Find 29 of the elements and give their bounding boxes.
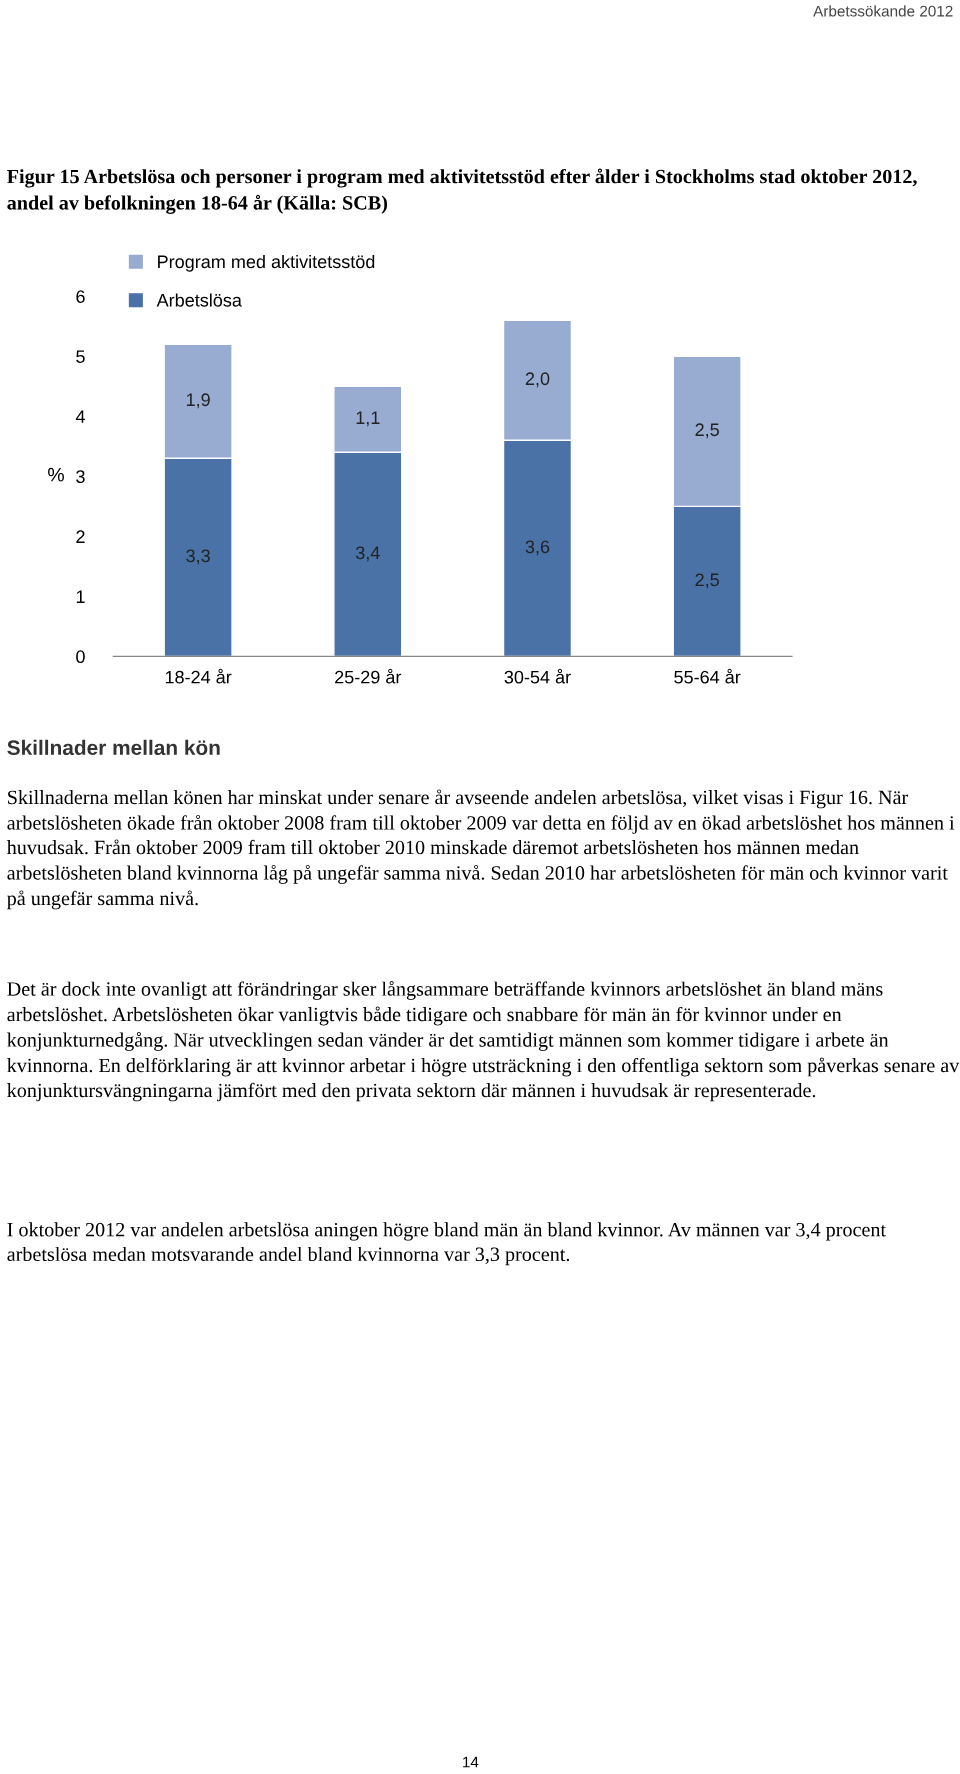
legend-label: Arbetslösa: [156, 293, 242, 307]
data-label: 1,9: [186, 393, 210, 409]
text: Skillnaderna mellan könen har minskat under senare år avseende andelen arbetslösa, vilket visas i Figur 16. När arbetslösheten ökade från oktober 2008 fram till oktober 2009 var detta en följd av en ökad arbetslöshet hos männen i huvudsak. Från oktober 2009 fram till oktober 2010 minskade däremot arbetslösheten hos männen medan arbetslösheten bland kvinnorna låg på ungefär samma nivå. Sedan 2010 har arbetslösheten för män och kvinnor varit på ungefär samma nivå.: [6, 789, 955, 910]
y-axis-title: %: [48, 467, 64, 482]
x-tick-label: 55-64 år: [674, 668, 741, 684]
data-label: 1,1: [356, 411, 380, 427]
y-tick-label: 5: [76, 350, 85, 363]
y-tick-label: 2: [76, 530, 85, 543]
x-tick-label: 25-29 år: [335, 668, 402, 684]
text: I oktober 2012 var andelen arbetslösa aningen högre bland män än bland kvinnor. Av männen var 3,4 procent arbetslösa medan motsvarande andel bland kvinnorna var 3,3 procent.: [7, 1222, 886, 1266]
y-tick-label: 3: [76, 470, 85, 484]
data-label: 2,5: [695, 423, 719, 439]
chart-title: Figur 15 Arbetslösa och personer i program med aktivitetsstöd efter ålder i Stockholms stad oktober 2012, andel av befolkningen 18-64 år (Källa: SCB): [7, 168, 917, 214]
text: 14: [463, 1756, 479, 1768]
legend-label: Program med aktivitetsstöd: [158, 254, 375, 272]
data-label: 3,3: [186, 549, 210, 565]
text: Skillnader mellan kön: [7, 739, 220, 756]
data-label: 2,5: [695, 573, 719, 589]
x-tick-label: 18-24 år: [165, 668, 232, 684]
text: Det är dock inte ovanligt att förändringar sker långsammare beträffande kvinnors arbetslöshet än bland mäns arbetslöshet. Arbetslösheten ökar vanligtvis både tidigare och snabbare för män än för kvinnor under en konjunkturnedgång. När utvecklingen sedan vänder är det samtidigt männen som kommer tidigare i arbete än kvinnorna. En delförklaring är att kvinnor arbetar i högre utsträckning i den offentliga sektorn som påverkas senare av konjunktursvängningarna jämfört med den privata sektorn där männen i huvudsak är representerade.: [7, 981, 960, 1102]
data-label: 3,4: [355, 546, 380, 562]
data-label: 3,6: [525, 540, 550, 556]
data-label: 2,0: [525, 372, 550, 388]
text: Arbetssökande 2012: [813, 5, 953, 17]
y-tick-label: 0: [76, 650, 85, 664]
x-tick-label: 30-54 år: [504, 668, 571, 684]
y-tick-label: 4: [75, 410, 85, 423]
y-tick-label: 1: [76, 590, 85, 603]
y-tick-label: 6: [76, 290, 85, 303]
